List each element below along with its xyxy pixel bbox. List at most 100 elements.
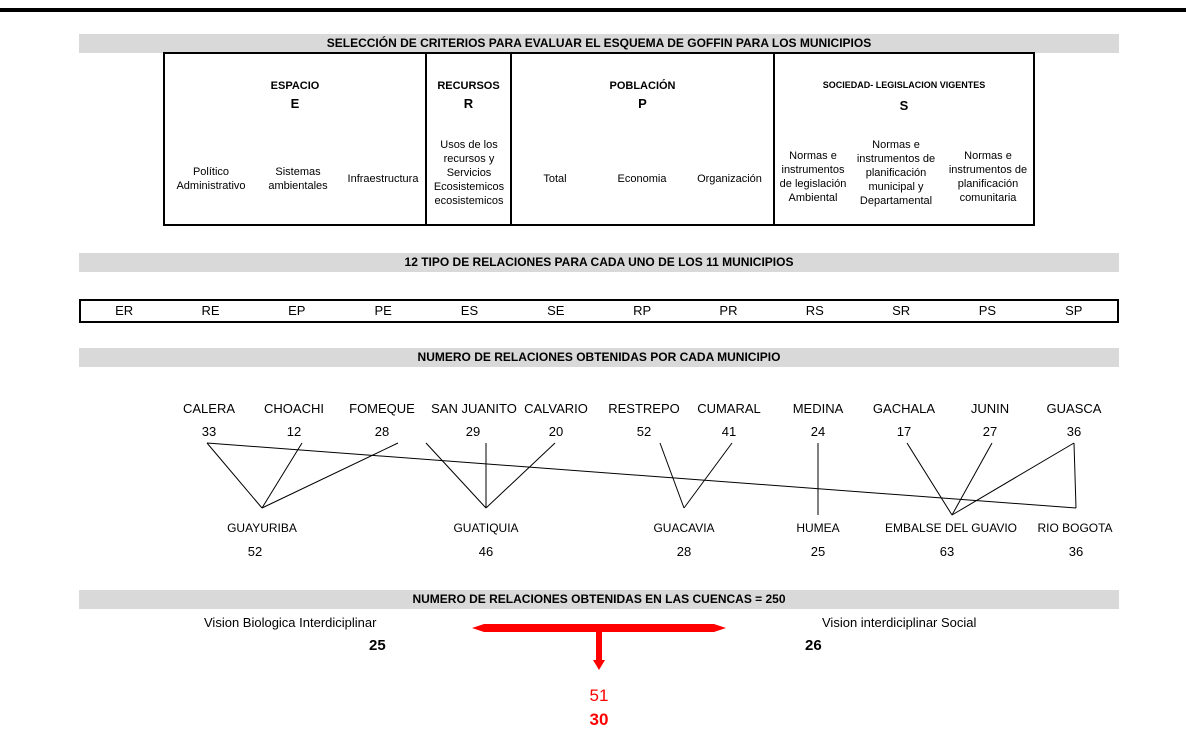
group-header: RECURSOS: [437, 80, 500, 92]
link-guasca-riobogota: [1073, 442, 1077, 509]
basin-name: GUATIQUIA: [453, 521, 519, 535]
municipality-value: 33: [201, 424, 217, 439]
relation-type: EP: [288, 303, 306, 318]
divider: [425, 54, 427, 224]
municipality-name: CALVARIO: [524, 401, 588, 416]
group-espacio: ESPACIO E: [165, 80, 425, 111]
municipality-value: 24: [810, 424, 826, 439]
basin-name: GUACAVIA: [653, 521, 715, 535]
relation-type: PE: [374, 303, 392, 318]
basin-value: 46: [478, 544, 494, 559]
divider: [773, 54, 775, 224]
relation-type: RE: [201, 303, 220, 318]
municipality-name: GUASCA: [1046, 401, 1102, 416]
link-sanjuanito-guatiquia: [425, 442, 487, 509]
basin-value: 36: [1068, 544, 1084, 559]
horizontal-double-arrow: [472, 624, 726, 632]
down-arrow: [593, 632, 605, 670]
top-rule: [0, 8, 1186, 12]
municipality-value: 12: [286, 424, 302, 439]
link-gachala-guavio: [906, 442, 953, 516]
link-calvario-guatiquia: [485, 442, 556, 509]
municipality-value: 27: [982, 424, 998, 439]
basin-value: 25: [810, 544, 826, 559]
basin-value: 63: [939, 544, 955, 559]
relations-title: 12 TIPO DE RELACIONES PARA CADA UNO DE L…: [79, 253, 1119, 272]
divider: [510, 54, 512, 224]
group-poblacion: POBLACIÓN P: [512, 80, 773, 111]
group-sociedad: SOCIEDAD- LEGISLACION VIGENTES S: [775, 80, 1033, 113]
link-restrepo-guacavia: [659, 442, 685, 509]
group-header: ESPACIO: [270, 80, 320, 92]
municipality-value: 29: [465, 424, 481, 439]
municipality-value: 41: [721, 424, 737, 439]
group-letter: P: [638, 96, 647, 111]
vision-social-label: Vision interdiciplinar Social: [822, 615, 977, 630]
municipality-name: JUNIN: [970, 401, 1010, 416]
group-letter: S: [899, 98, 909, 113]
relation-type: SP: [1065, 303, 1083, 318]
sub-infraestructura: Infraestructura: [347, 173, 419, 185]
link-choachi-guayuriba: [261, 442, 303, 509]
link-cumaral-guacavia: [683, 442, 733, 509]
municipality-value: 36: [1066, 424, 1082, 439]
group-letter: E: [290, 96, 300, 111]
link-junin-guavio: [951, 442, 993, 516]
basin-name: GUAYURIBA: [227, 521, 297, 535]
sub-normas-planificacion: Normas e instrumentos de planificación m…: [856, 139, 936, 207]
municipality-value: 52: [636, 424, 652, 439]
link-calera-guayuriba: [206, 442, 263, 509]
sub-politico: Político Administrativo: [176, 166, 246, 192]
basin-name: HUMEA: [796, 521, 840, 535]
basins-total-title: NUMERO DE RELACIONES OBTENIDAS EN LAS CU…: [79, 590, 1119, 609]
link-guasca-guavio: [951, 442, 1075, 516]
criteria-table: ESPACIO E RECURSOS R POBLACIÓN P SOCIEDA…: [163, 52, 1035, 226]
relation-type: RS: [805, 303, 824, 318]
final-value: 30: [589, 710, 609, 729]
relation-type: ER: [115, 303, 134, 318]
link-calera-riobogota: [206, 442, 1077, 509]
criteria-title: SELECCIÓN DE CRITERIOS PARA EVALUAR EL E…: [79, 34, 1119, 53]
municipality-name: GACHALA: [872, 401, 936, 416]
relation-type: PS: [978, 303, 997, 318]
sub-economia: Economia: [617, 173, 667, 185]
municipality-name: SAN JUANITO: [431, 401, 517, 416]
vision-social-value: 26: [805, 637, 822, 654]
municipality-name: CUMARAL: [697, 401, 761, 416]
sub-usos: Usos de los recursos y Servicios Ecosist…: [433, 139, 505, 207]
relation-type: SE: [547, 303, 565, 318]
vision-biologica-value: 25: [369, 637, 386, 654]
municipality-name: CHOACHI: [264, 401, 324, 416]
relation-type: SR: [892, 303, 911, 318]
sub-normas-comunitaria: Normas e instrumentos de planificación c…: [948, 150, 1028, 204]
municipality-name: RESTREPO: [608, 401, 680, 416]
municipality-name: FOMEQUE: [349, 401, 415, 416]
sub-total: Total: [543, 173, 567, 185]
relation-types-row: ER RE EP PE ES SE RP PR RS SR PS SP: [79, 299, 1119, 323]
sub-sistemas: Sistemas ambientales: [268, 166, 328, 192]
vision-biologica-label: Vision Biologica Interdiciplinar: [204, 615, 377, 630]
relation-type: PR: [719, 303, 738, 318]
relation-type: ES: [460, 303, 479, 318]
sub-organizacion: Organización: [697, 173, 762, 185]
municipality-value: 28: [374, 424, 390, 439]
municipality-value: 20: [548, 424, 564, 439]
municipality-title: NUMERO DE RELACIONES OBTENIDAS POR CADA …: [79, 348, 1119, 367]
relation-type: RP: [633, 303, 652, 318]
municipality-name: CALERA: [182, 401, 236, 416]
group-recursos: RECURSOS R: [427, 80, 510, 111]
link-fomeque-guayuriba: [261, 442, 399, 509]
group-letter: R: [463, 96, 474, 111]
basin-value: 28: [676, 544, 692, 559]
basin-name: RIO BOGOTA: [1037, 521, 1113, 535]
sum-value: 51: [589, 686, 609, 705]
municipality-value: 17: [896, 424, 912, 439]
basin-value: 52: [247, 544, 263, 559]
group-header: SOCIEDAD- LEGISLACION VIGENTES: [822, 80, 986, 90]
sub-normas-legislacion: Normas e instrumentos de legislación Amb…: [779, 150, 847, 204]
municipality-name: MEDINA: [792, 401, 844, 416]
basin-name: EMBALSE DEL GUAVIO: [884, 521, 1018, 535]
group-header: POBLACIÓN: [609, 80, 676, 92]
